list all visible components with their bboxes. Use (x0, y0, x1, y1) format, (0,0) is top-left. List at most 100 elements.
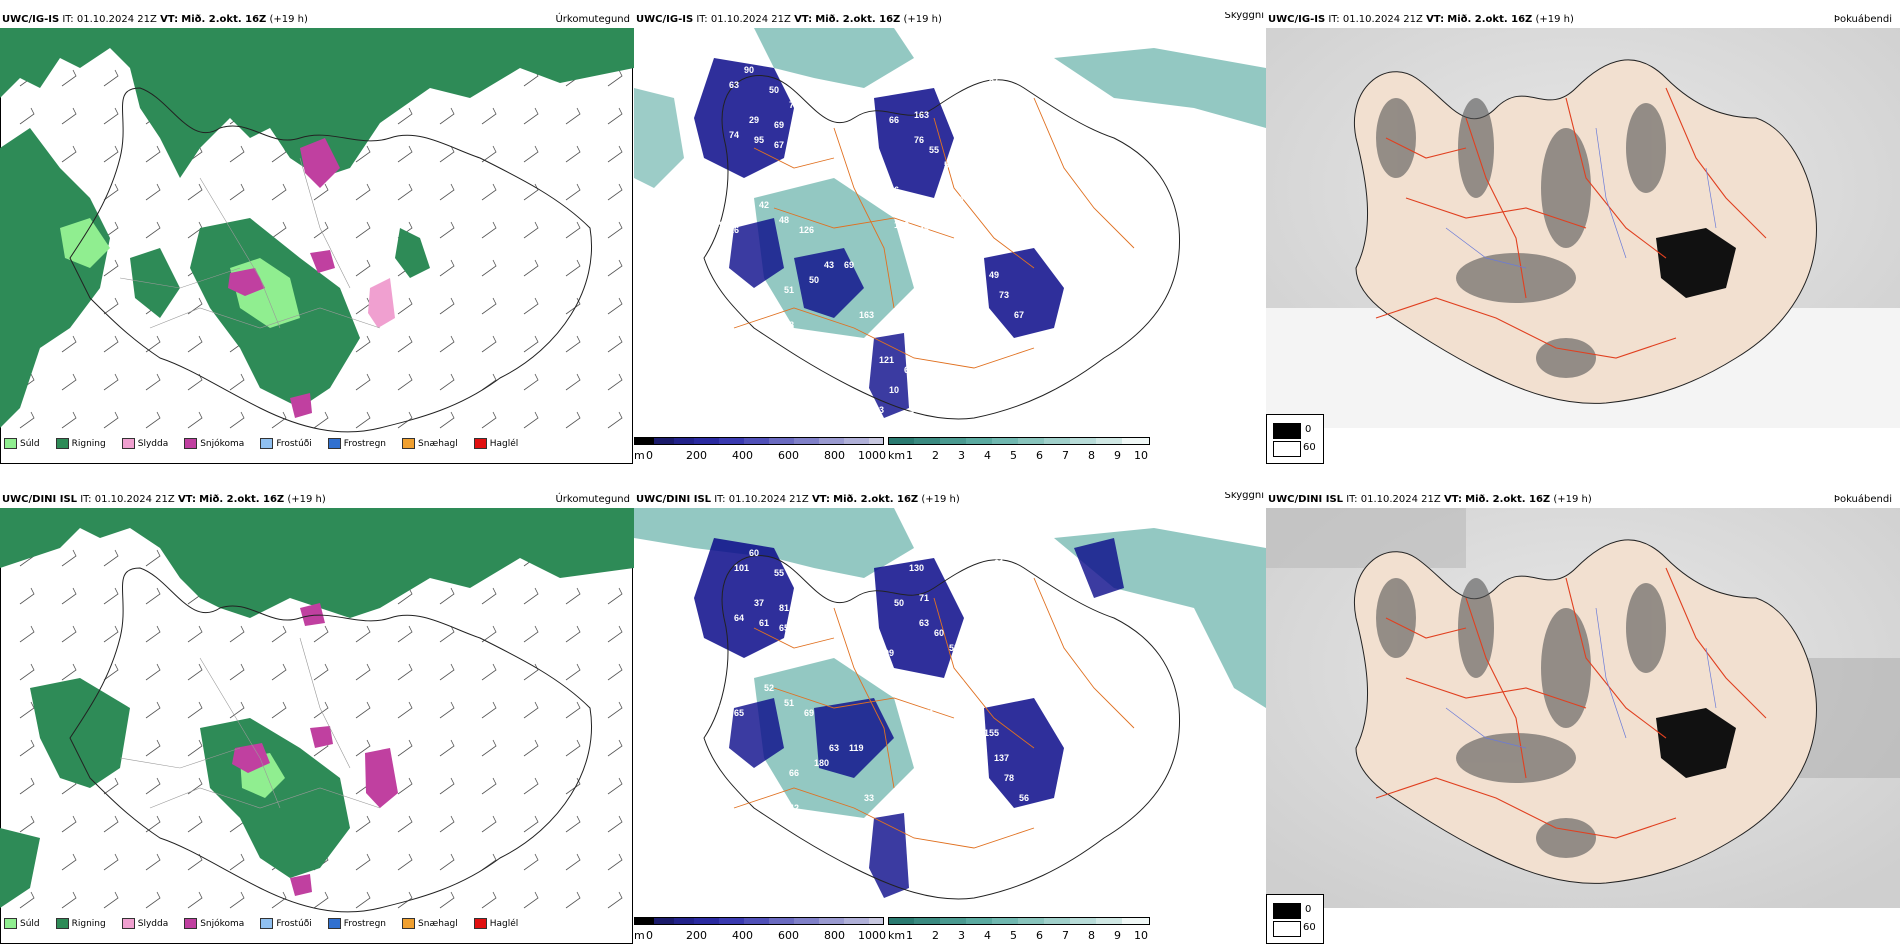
cloud-base-label: 61 (979, 245, 989, 255)
panel-header: UWC/DINI ISL IT: 01.10.2024 21Z VT: Mið.… (0, 492, 634, 508)
cloud-base-label: 66 (789, 768, 799, 778)
cloud-base-label: 55 (774, 568, 784, 578)
legend-item-haglel: Haglél (473, 438, 518, 449)
cloud-base-label: 50 (809, 275, 819, 285)
cloud-base-label: 218 (919, 205, 934, 215)
cloud-base-label: 37 (754, 598, 764, 608)
legend-item-suld: Súld (4, 918, 40, 929)
legend-item-slydda: Slydda (121, 438, 168, 449)
fog-legend: 0 60 (1266, 894, 1324, 944)
cloud-base-label: 93 (939, 718, 949, 728)
cloud-base-label: 130 (909, 563, 924, 573)
cloud-base-label: 73 (999, 290, 1009, 300)
cloud-base-label: 54 (814, 573, 824, 583)
legend-item-frostudi: Frostúði (260, 438, 312, 449)
cloud-base-label: 10 (889, 385, 899, 395)
cloud-base-label: 67 (1014, 310, 1024, 320)
panel-header: UWC/IG-IS IT: 01.10.2024 21Z VT: Mið. 2.… (1266, 12, 1900, 28)
cloud-base-label: 144 (1009, 90, 1024, 100)
precip-legend: Súld Rigning Slydda Snjókoma Frostúði Fr… (4, 438, 530, 449)
legend-item-snjokoma: Snjókoma (184, 438, 244, 449)
cloud-base-label: 132 (949, 195, 964, 205)
cloud-base-label: 653 (794, 583, 809, 593)
cloud-base-label: 65 (779, 623, 789, 633)
cloud-base-label: 45 (919, 225, 929, 235)
panel-header: UWC/DINI ISL IT: 01.10.2024 21Z VT: Mið.… (1266, 492, 1900, 508)
cloud-base-label: 61 (994, 558, 1004, 568)
cloud-base-label: 63 (829, 743, 839, 753)
cloud-base-label: 120 (799, 598, 814, 608)
cloud-base-label: 71 (924, 708, 934, 718)
legend-item-snaehagl: Snæhagl (402, 438, 458, 449)
cloud-base-label: 60 (749, 548, 759, 558)
cloud-base-label: 54 (924, 688, 934, 698)
panel-title: Skyggni (1224, 492, 1264, 501)
panel-header: UWC/IG-IS IT: 01.10.2024 21Z VT: Mið. 2.… (0, 12, 634, 28)
panel-header: UWC/IG-IS IT: 01.10.2024 21Z VT: Mið. 2.… (634, 12, 1266, 28)
cloud-base-label: 77 (959, 225, 969, 235)
cloud-base-label: 166 (884, 185, 899, 195)
cloud-base-label: 138 (794, 115, 809, 125)
cloud-base-label: 67 (774, 140, 784, 150)
lead-time: (+19 h) (269, 14, 308, 25)
visibility-colorbar: km 1 2 3 4 5 6 7 8 9 10 (888, 437, 1150, 463)
cloud-base-label: 63 (729, 80, 739, 90)
panel-title: Þokuábendi (1833, 14, 1892, 25)
cloud-base-label: 65 (734, 708, 744, 718)
cloud-base-label: 89 (984, 543, 994, 553)
cloud-base-label: 62 (904, 365, 914, 375)
precip-map (0, 28, 634, 464)
fog-panel-ig: UWC/IG-IS IT: 01.10.2024 21Z VT: Mið. 2.… (1266, 12, 1900, 464)
cloud-base-label: 71 (919, 593, 929, 603)
legend-item-rigning: Rigning (55, 918, 106, 929)
legend-item-frostudi: Frostúði (260, 918, 312, 929)
fog-map (1266, 28, 1900, 428)
cloud-base-label: 64 (734, 613, 744, 623)
cloud-base-label: 61 (759, 618, 769, 628)
cloud-base-label: 31 (809, 90, 819, 100)
cloud-base-label: 163 (914, 110, 929, 120)
cloud-base-label: 29 (749, 115, 759, 125)
visibility-panel-ig: UWC/IG-IS IT: 01.10.2024 21Z VT: Mið. 2.… (634, 12, 1266, 464)
cloud-base-label: 101 (734, 563, 749, 573)
panel-title: Úrkomutegund (555, 14, 630, 25)
cloud-base-label: 51 (784, 285, 794, 295)
cloud-base-label: 78 (1004, 773, 1014, 783)
cloudbase-colorbar: m 0 200 400 600 800 1000 (634, 917, 886, 943)
cloud-base-label: 63 (874, 405, 884, 415)
cloud-base-label: 69 (774, 120, 784, 130)
cloud-base-label: 42 (789, 803, 799, 813)
panel-title: Úrkomutegund (555, 494, 630, 505)
legend-item-frostregn: Frostregn (327, 918, 386, 929)
cloud-base-label: 63 (954, 678, 964, 688)
cloud-base-label: 45 (899, 703, 909, 713)
cloud-base-label: 84 (794, 345, 804, 355)
panel-title: Skyggni (1224, 12, 1264, 21)
cloud-base-label: 159 (894, 220, 909, 230)
cloud-base-label: 105 (964, 708, 979, 718)
cloud-base-label: 57 (889, 668, 899, 678)
cloud-base-label: 95 (754, 135, 764, 145)
cloud-base-label: 21 (979, 60, 989, 70)
cloud-base-label: 87 (989, 75, 999, 85)
cloud-base-label: 852 (904, 80, 919, 90)
cloud-base-label: 16 (729, 225, 739, 235)
cloud-base-label: 60 (934, 628, 944, 638)
cloud-base-label: 10 (719, 703, 729, 713)
cloud-base-label: 137 (994, 753, 1009, 763)
cloud-base-label: 50 (769, 85, 779, 95)
precip-map (0, 508, 634, 944)
panel-title: Þokuábendi (1833, 494, 1892, 505)
cloud-base-label: 121 (879, 355, 894, 365)
cloud-base-label: 74 (729, 130, 739, 140)
legend-item-rigning: Rigning (55, 438, 106, 449)
cloud-base-label: 56 (944, 160, 954, 170)
legend-item-slydda: Slydda (121, 918, 168, 929)
cloud-base-label: 66 (889, 115, 899, 125)
cloud-base-label: 81 (779, 603, 789, 613)
cloud-base-label: 79 (789, 100, 799, 110)
cloud-base-label: 69 (844, 260, 854, 270)
cloud-base-label: 52 (764, 683, 774, 693)
cloudbase-colorbar: m 0 200 400 600 800 1000 (634, 437, 886, 463)
cloud-base-label: 32 (934, 320, 944, 330)
